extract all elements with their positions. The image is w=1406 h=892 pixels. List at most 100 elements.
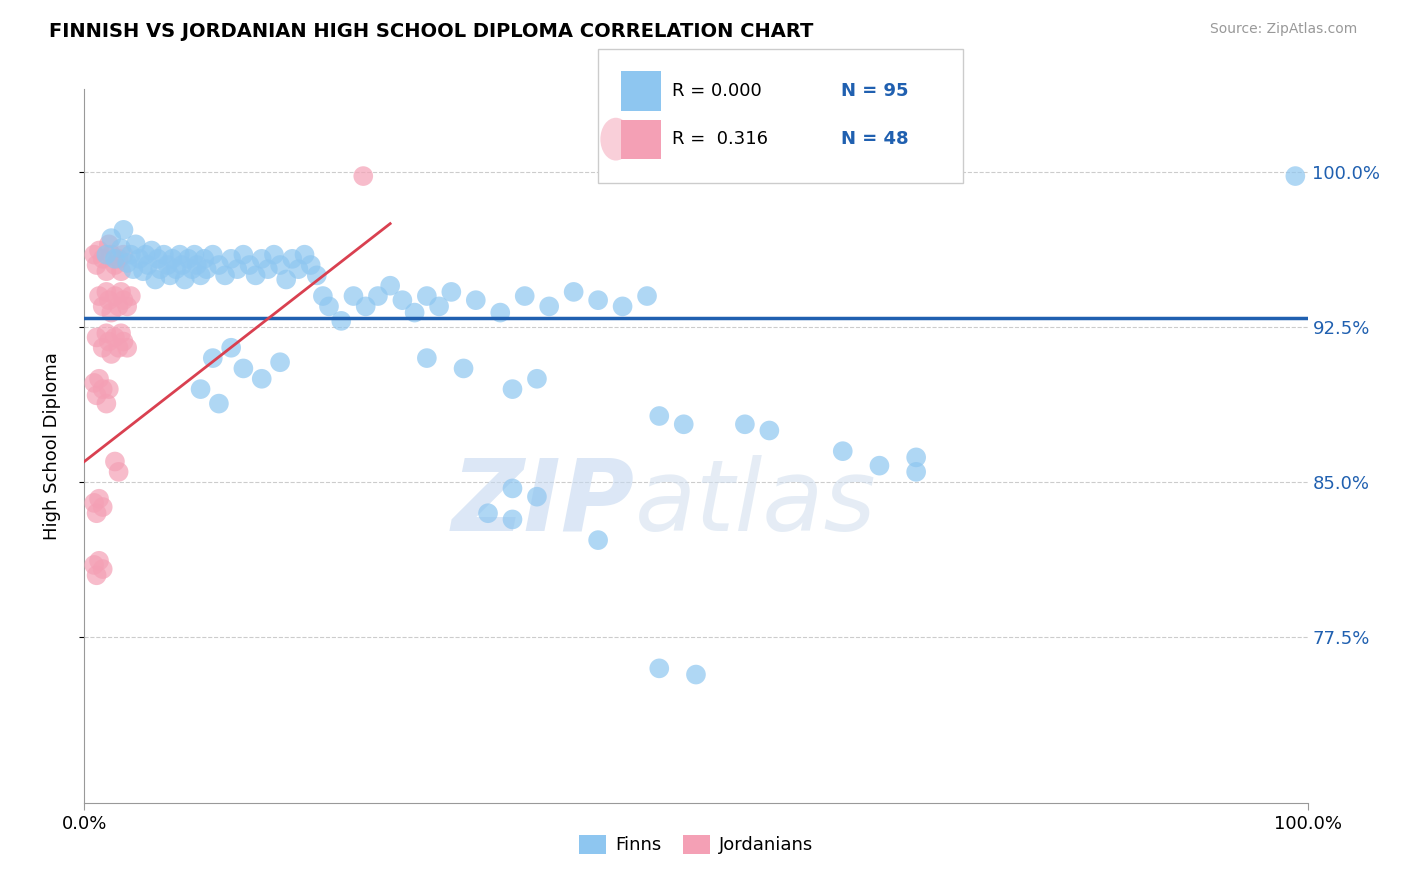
- Text: R =  0.316: R = 0.316: [672, 130, 768, 148]
- Point: [238, 258, 260, 272]
- Point: [115, 341, 138, 355]
- Point: [526, 372, 548, 386]
- Point: [294, 248, 316, 262]
- Point: [128, 252, 150, 266]
- Point: [104, 330, 127, 344]
- Point: [502, 482, 524, 496]
- Point: [232, 248, 254, 262]
- Point: [110, 242, 132, 256]
- Y-axis label: High School Diploma: High School Diploma: [42, 352, 60, 540]
- Point: [100, 248, 122, 262]
- Point: [97, 334, 120, 349]
- Point: [208, 258, 231, 272]
- Point: [91, 382, 114, 396]
- Point: [831, 444, 853, 458]
- Point: [86, 330, 108, 344]
- Point: [636, 289, 658, 303]
- Point: [526, 490, 548, 504]
- Point: [86, 258, 108, 272]
- Point: [513, 289, 536, 303]
- Point: [257, 262, 280, 277]
- Point: [86, 506, 108, 520]
- Point: [276, 272, 298, 286]
- Point: [464, 293, 486, 308]
- Point: [96, 285, 118, 299]
- Point: [96, 396, 118, 410]
- Point: [83, 558, 105, 572]
- Point: [648, 661, 671, 675]
- Point: [905, 465, 928, 479]
- Point: [153, 248, 176, 262]
- Point: [97, 382, 120, 396]
- Point: [181, 262, 204, 277]
- Point: [672, 417, 695, 432]
- Text: FINNISH VS JORDANIAN HIGH SCHOOL DIPLOMA CORRELATION CHART: FINNISH VS JORDANIAN HIGH SCHOOL DIPLOMA…: [49, 22, 814, 41]
- Point: [183, 248, 205, 262]
- Point: [1284, 169, 1306, 183]
- Point: [83, 248, 105, 262]
- Point: [165, 262, 187, 277]
- Point: [104, 454, 127, 468]
- Point: [440, 285, 463, 299]
- Point: [110, 326, 132, 341]
- Point: [391, 293, 413, 308]
- Text: N = 48: N = 48: [841, 130, 908, 148]
- Point: [245, 268, 267, 283]
- Point: [87, 554, 110, 568]
- Point: [201, 248, 224, 262]
- Point: [125, 237, 148, 252]
- Point: [562, 285, 585, 299]
- Point: [734, 417, 756, 432]
- Point: [96, 326, 118, 341]
- Point: [685, 667, 707, 681]
- Point: [190, 382, 212, 396]
- Point: [104, 258, 127, 272]
- Point: [404, 305, 426, 319]
- Point: [427, 299, 450, 313]
- Point: [112, 223, 135, 237]
- Point: [219, 252, 242, 266]
- Point: [453, 361, 475, 376]
- Point: [330, 314, 353, 328]
- Point: [143, 272, 166, 286]
- Point: [112, 248, 135, 262]
- Point: [146, 252, 169, 266]
- Point: [91, 299, 114, 313]
- Point: [232, 361, 254, 376]
- Point: [86, 568, 108, 582]
- Point: [132, 264, 155, 278]
- Point: [115, 299, 138, 313]
- Point: [141, 244, 163, 258]
- Point: [104, 252, 127, 266]
- Point: [96, 264, 118, 278]
- Point: [87, 244, 110, 258]
- Point: [136, 258, 159, 272]
- Point: [190, 268, 212, 283]
- Point: [538, 299, 561, 313]
- Point: [352, 169, 374, 183]
- Point: [97, 237, 120, 252]
- Point: [318, 299, 340, 313]
- Point: [107, 299, 129, 313]
- Point: [269, 355, 291, 369]
- Point: [112, 334, 135, 349]
- Point: [173, 272, 195, 286]
- Point: [149, 262, 172, 277]
- Point: [219, 341, 242, 355]
- Text: N = 95: N = 95: [841, 82, 908, 100]
- Point: [201, 351, 224, 365]
- Point: [416, 351, 439, 365]
- Point: [305, 268, 328, 283]
- Point: [91, 562, 114, 576]
- Point: [169, 248, 191, 262]
- Point: [86, 388, 108, 402]
- Point: [489, 305, 512, 319]
- Point: [586, 533, 609, 548]
- Point: [87, 491, 110, 506]
- Text: Source: ZipAtlas.com: Source: ZipAtlas.com: [1209, 22, 1357, 37]
- Point: [122, 262, 145, 277]
- Point: [195, 262, 218, 277]
- Point: [612, 299, 634, 313]
- Point: [263, 248, 285, 262]
- Point: [269, 258, 291, 272]
